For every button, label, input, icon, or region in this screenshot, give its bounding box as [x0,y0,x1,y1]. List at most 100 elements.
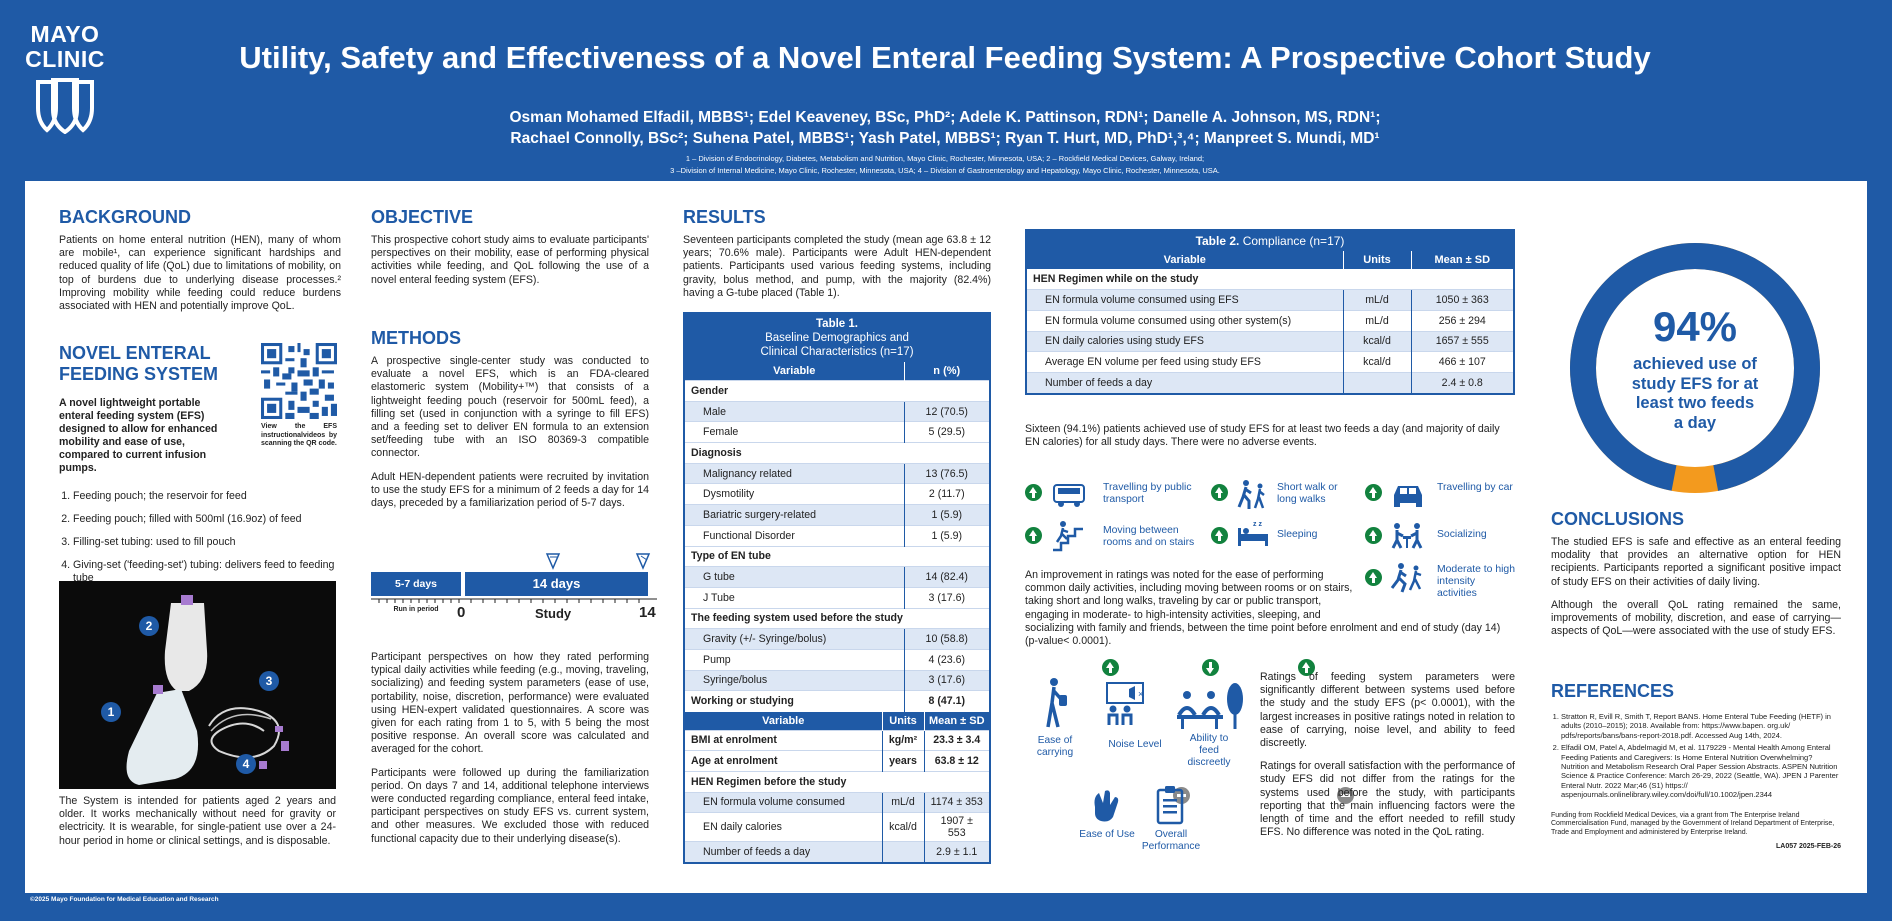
table-cell-label: HEN Regimen before the study [685,770,989,793]
table-cell-units: mL/d [1342,309,1411,332]
table-cell-value: 1907 ± 553 [923,812,989,842]
table-cell-units [881,841,924,863]
table-row: Female 5 (29.5) [685,421,989,443]
table-row: Gender [685,380,989,402]
table1-header-variable: Variable [685,362,905,381]
sixteen-text: Sixteen (94.1%) patients achieved use of… [1025,423,1500,449]
parameter-icons: Ease of carrying × Noise Level Ability t… [1025,659,1355,859]
table-row: EN daily calories using study EFS kcal/d 1… [1027,330,1513,352]
qr-code-icon[interactable] [261,343,337,419]
activity-label: Socializing [1437,529,1487,540]
run-in-bar: 5-7 days [371,572,461,596]
timeline-fourteen: 14 [639,604,656,621]
novel-heading-line2: FEEDING SYSTEM [59,364,219,384]
table-row: Average EN volume per feed using study E… [1027,351,1513,373]
table-cell-label: Number of feeds a day [1027,371,1343,394]
list-item: Feeding pouch; the reservoir for feed [73,490,341,503]
table-cell-units: mL/d [1342,289,1411,311]
table-cell-label: The feeding system used before the study [685,607,989,629]
table-cell-label: EN daily calories using study EFS [1027,330,1343,352]
activity-icons: Travelling by public transport Short wal… [1025,471,1515,599]
running-icon [1390,563,1422,593]
table-cell-label: Pump [685,648,904,671]
ratings-p1: Ratings of feeding system parameters wer… [1260,671,1515,750]
table1-header-variable2: Variable [685,711,883,730]
table-cell-label: Syringe/bolus [685,669,904,691]
activity-item: z z Sleeping [1211,521,1317,546]
system-description: The System is intended for patients aged… [59,795,336,847]
hand-icon [1094,790,1119,822]
table-row: Dysmotility 2 (11.7) [685,483,989,505]
poster-code: LA057 2025-FEB-26 [1776,843,1841,851]
table-cell-label: Malignancy related [685,462,904,484]
mayo-shields-icon [36,78,94,135]
conclusions-heading: CONCLUSIONS [1551,509,1685,529]
table-cell-value: 466 ± 107 [1410,351,1513,373]
table-row: EN formula volume consumed using other s… [1027,309,1513,332]
background-text: Patients on home enteral nutrition (HEN)… [59,234,341,313]
table-cell-value: 2.9 ± 1.1 [923,841,989,863]
table-cell-value: 14 (82.4) [903,566,989,588]
table-row: Gravity (+/- Syringe/bolus) 10 (58.8) [685,628,989,650]
results-heading: RESULTS [683,207,766,227]
noise-icon: × [1106,682,1144,725]
table-cell-label: EN formula volume consumed using EFS [1027,289,1343,311]
qr-caption: View the EFS instructionalvideos by scan… [261,423,337,447]
table-row: EN formula volume consumed mL/d 1174 ± 353 [685,791,989,813]
table1-demographics: Variable n (%) Gender Male 12 (70.5) Female… [685,362,989,712]
increase-icon [1297,659,1315,676]
activity-item: Travelling by public transport [1025,481,1192,507]
table-row: The feeding system used before the study [685,607,989,629]
table-row: Malignancy related 13 (76.5) [685,462,989,484]
increase-icon [1211,484,1228,501]
methods-heading: METHODS [371,328,461,348]
improvement-text-body: An improvement in ratings was noted for … [1025,569,1501,648]
novel-heading-line1: NOVEL ENTERAL [59,343,211,363]
donut-text: achieved use of study EFS for at least t… [1631,355,1759,432]
table2-caption-rest: Compliance (n=17) [1239,234,1345,248]
table-cell-label: BMI at enrolment [685,729,882,751]
table2-compliance: Variable Units Mean ± SD HEN Regimen whi… [1027,251,1513,394]
funding-text: Funding from Rockfield Medical Devices, … [1551,811,1835,836]
param-label: Overall Performance [1141,829,1201,852]
clipboard-icon [1156,786,1184,825]
increase-icon [1365,569,1382,586]
photo-label: 2 [139,616,159,636]
table-row: Working or studying 8 (47.1) [685,690,989,712]
table-cell-value: 1174 ± 353 [923,791,989,813]
photo-label: 1 [101,702,121,722]
table2-caption: Table 2. Compliance (n=17) [1027,231,1513,251]
table-row: Male 12 (70.5) [685,400,989,422]
table-cell-label: Gender [685,380,989,402]
feeding-system-photo: 2 1 3 4 [59,581,336,789]
system-components-list: Feeding pouch; the reservoir for feed Fe… [59,490,341,585]
results-section: RESULTS Seventeen participants completed… [683,207,991,300]
param-label: Ease of Use [1079,829,1135,840]
methods-continued: Participant perspectives on how they rat… [371,651,649,846]
table-cell-units: kg/m² [881,729,924,751]
table-cell-value: 1050 ± 363 [1410,289,1513,311]
table-cell-units: mL/d [881,791,924,813]
authors-line1: Osman Mohamed Elfadil, MBBS¹; Edel Keave… [509,109,1381,126]
table-cell-value: 1 (5.9) [903,524,989,546]
authors-line2: Rachael Connolly, BSc²; Suhena Patel, MB… [510,130,1380,147]
photo-label: 4 [236,754,256,774]
table-row: Pump 4 (23.6) [685,648,989,671]
table-cell-units: kcal/d [1342,351,1411,373]
background-section: BACKGROUND Patients on home enteral nutr… [59,207,341,313]
table-cell-label: Working or studying [685,690,904,712]
table-cell-label: Number of feeds a day [685,841,882,863]
donut-chart: 94% achieved use of study EFS for at lea… [1560,233,1830,503]
bed-icon: z z [1238,521,1268,546]
discreet-icon [1177,683,1243,729]
carrying-icon [1046,678,1067,728]
table2-header-mean: Mean ± SD [1411,251,1513,269]
svg-text:z z: z z [1253,521,1262,528]
affiliations: 1 – Division of Endocrinology, Diabetes,… [180,153,1710,177]
activity-label: Moving between rooms and on stairs [1103,525,1195,548]
study-caption: Study [535,606,572,621]
improvement-text: An improvement in ratings was noted for … [1025,569,1515,648]
list-item: Elfadil OM, Patel A, Abdelmagid M, et al… [1561,743,1841,799]
activity-item: Moderate to high intensity activities [1365,563,1515,599]
table-cell-value: 23.3 ± 3.4 [923,729,989,751]
